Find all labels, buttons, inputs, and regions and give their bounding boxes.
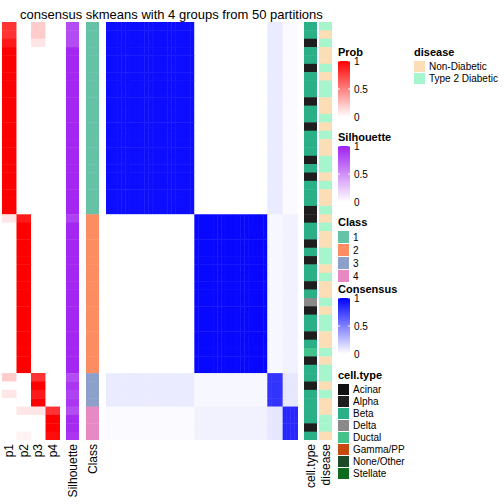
svg-text:Class: Class	[338, 216, 367, 228]
svg-text:cell.type: cell.type	[304, 444, 318, 488]
svg-text:None/Other: None/Other	[353, 456, 405, 467]
svg-text:1: 1	[353, 232, 359, 243]
svg-text:p3: p3	[31, 444, 45, 458]
svg-text:1: 1	[354, 56, 360, 67]
svg-text:0.5: 0.5	[354, 169, 368, 180]
svg-text:Acinar: Acinar	[353, 384, 382, 395]
svg-text:disease: disease	[414, 46, 454, 58]
svg-text:Class: Class	[86, 444, 100, 474]
svg-text:1: 1	[354, 141, 360, 152]
svg-text:cell.type: cell.type	[338, 369, 382, 381]
svg-text:Alpha: Alpha	[353, 396, 379, 407]
svg-text:2: 2	[353, 245, 359, 256]
svg-text:Non-Diabetic: Non-Diabetic	[429, 61, 487, 72]
svg-text:Silhouette: Silhouette	[66, 444, 80, 498]
svg-text:Beta: Beta	[353, 408, 374, 419]
svg-text:Consensus: Consensus	[338, 283, 397, 295]
svg-text:Stellate: Stellate	[353, 468, 387, 479]
svg-text:0: 0	[354, 349, 360, 360]
svg-text:Prob: Prob	[338, 46, 364, 58]
svg-text:consensus skmeans with 4 group: consensus skmeans with 4 groups from 50 …	[20, 7, 323, 22]
svg-text:0: 0	[354, 197, 360, 208]
svg-text:0: 0	[354, 112, 360, 123]
svg-text:Ductal: Ductal	[353, 432, 381, 443]
svg-text:0.5: 0.5	[354, 84, 368, 95]
svg-text:0.5: 0.5	[354, 321, 368, 332]
svg-text:3: 3	[353, 258, 359, 269]
svg-text:Silhouette: Silhouette	[338, 131, 391, 143]
svg-text:1: 1	[354, 293, 360, 304]
svg-text:4: 4	[353, 271, 359, 282]
svg-text:Delta: Delta	[353, 420, 377, 431]
svg-text:Type 2 Diabetic: Type 2 Diabetic	[429, 73, 498, 84]
svg-text:p4: p4	[46, 444, 60, 458]
svg-text:Gamma/PP: Gamma/PP	[353, 444, 405, 455]
svg-text:p1: p1	[2, 444, 16, 458]
svg-text:disease: disease	[319, 444, 333, 486]
svg-text:p2: p2	[17, 444, 31, 458]
